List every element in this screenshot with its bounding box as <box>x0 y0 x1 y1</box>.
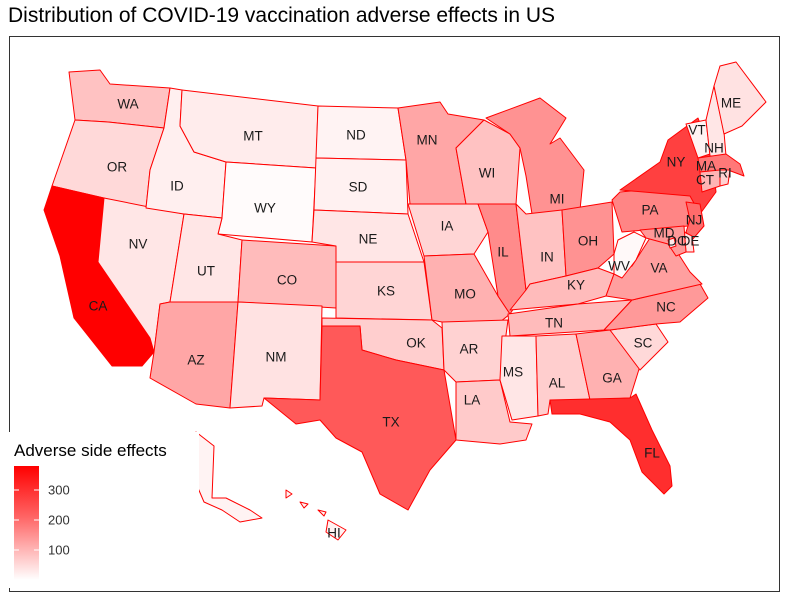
state-OH[interactable] <box>561 201 615 277</box>
state-label-UT: UT <box>197 264 215 279</box>
state-label-TX: TX <box>382 415 399 430</box>
legend-ticks: 100 200 300 <box>14 483 70 558</box>
state-label-AL: AL <box>549 376 566 391</box>
state-label-WV: WV <box>608 259 630 274</box>
state-label-OH: OH <box>578 234 598 249</box>
state-FL[interactable] <box>549 393 673 495</box>
legend-title: Adverse side effects <box>14 441 167 460</box>
legend-tick-label: 300 <box>48 483 70 498</box>
state-NH[interactable] <box>705 85 727 157</box>
state-HI[interactable] <box>285 489 347 541</box>
state-label-NJ: NJ <box>686 213 703 228</box>
state-label-WA: WA <box>117 97 138 112</box>
state-label-GA: GA <box>602 371 622 386</box>
state-label-VT: VT <box>688 123 705 138</box>
state-label-WI: WI <box>479 166 496 181</box>
state-label-PA: PA <box>641 203 658 218</box>
plot-panel-border <box>9 36 780 592</box>
state-label-TN: TN <box>545 316 563 331</box>
state-label-OK: OK <box>406 336 426 351</box>
state-label-ME: ME <box>721 96 741 111</box>
state-label-NE: NE <box>359 232 378 247</box>
state-label-NY: NY <box>667 155 686 170</box>
state-label-KY: KY <box>567 278 585 293</box>
state-label-MA: MA <box>696 159 716 174</box>
state-label-OR: OR <box>107 160 128 175</box>
state-label-DC: DC <box>667 234 687 249</box>
state-label-NH: NH <box>704 141 724 156</box>
state-label-KS: KS <box>377 284 395 299</box>
state-label-WY: WY <box>254 201 276 216</box>
state-label-NC: NC <box>656 300 676 315</box>
state-label-MD: MD <box>654 226 675 241</box>
state-label-IA: IA <box>441 219 454 234</box>
state-label-HI: HI <box>327 526 341 541</box>
state-MS[interactable] <box>499 335 539 421</box>
state-label-CA: CA <box>89 299 108 314</box>
state-label-MI: MI <box>550 192 565 207</box>
state-label-ND: ND <box>346 128 366 143</box>
state-MO[interactable] <box>423 253 511 323</box>
state-label-SC: SC <box>634 336 653 351</box>
state-label-MN: MN <box>417 133 438 148</box>
state-MI[interactable] <box>485 97 585 215</box>
state-label-MS: MS <box>503 365 523 380</box>
state-WY[interactable] <box>217 161 317 243</box>
legend-tick-label: 200 <box>48 513 70 528</box>
state-label-DE: DE <box>681 234 700 249</box>
state-label-MO: MO <box>454 287 476 302</box>
state-label-IN: IN <box>540 250 554 265</box>
legend-colorbar <box>14 466 39 580</box>
state-ME[interactable] <box>713 61 767 135</box>
legend: Adverse side effects 100 200 300 <box>9 432 199 588</box>
state-label-LA: LA <box>464 393 481 408</box>
state-label-NV: NV <box>129 237 148 252</box>
state-label-CT: CT <box>696 173 714 188</box>
state-labels: WA OR CA NV ID MT WY UT AZ CO NM ND SD N… <box>89 96 742 541</box>
state-RI[interactable] <box>719 169 731 187</box>
state-WV[interactable] <box>613 231 647 279</box>
state-label-AZ: AZ <box>187 353 204 368</box>
map-title: Distribution of COVID-19 vaccination adv… <box>8 4 556 27</box>
state-TX[interactable] <box>263 325 457 511</box>
state-label-IL: IL <box>497 245 509 260</box>
state-label-SD: SD <box>349 180 368 195</box>
state-label-VA: VA <box>650 261 667 276</box>
state-label-AR: AR <box>460 342 479 357</box>
legend-background <box>9 432 199 588</box>
state-DC[interactable] <box>667 237 677 249</box>
state-label-MT: MT <box>243 129 263 144</box>
state-label-CO: CO <box>277 273 297 288</box>
state-label-FL: FL <box>644 446 660 461</box>
state-label-NM: NM <box>266 350 287 365</box>
legend-tick-label: 100 <box>48 543 70 558</box>
state-label-RI: RI <box>718 166 732 181</box>
state-label-ID: ID <box>170 179 184 194</box>
state-MD[interactable] <box>639 225 687 257</box>
